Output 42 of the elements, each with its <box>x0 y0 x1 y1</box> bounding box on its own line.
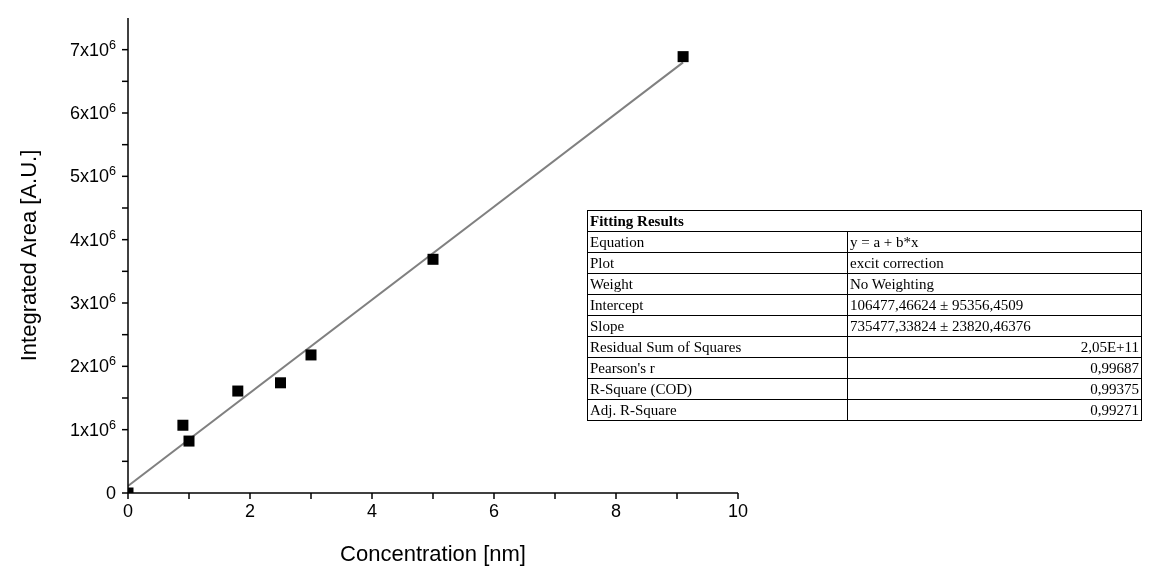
x-tick-label: 4 <box>366 501 378 521</box>
annotation: Pearson's r <box>587 357 848 379</box>
x-tick-label: 8 <box>610 501 622 521</box>
annotation: Equation <box>587 231 848 253</box>
annotation: Residual Sum of Squares <box>587 336 848 358</box>
y-axis-title: Integrated Area [A.U.] <box>15 149 41 362</box>
annotation: Weight <box>587 273 848 295</box>
x-axis-title: Concentration [nm] <box>340 541 526 566</box>
point <box>275 377 286 389</box>
point <box>183 435 195 447</box>
text: 0,99687 <box>1090 360 1139 376</box>
annotation: Plot <box>587 252 848 274</box>
y-tick-label: 4x10$^{6}$ <box>69 227 116 250</box>
point <box>177 419 189 431</box>
text: 0,99271 <box>1090 402 1139 418</box>
text: excit correction <box>850 255 944 271</box>
x-tick-label: 0 <box>122 501 134 521</box>
annotation: Adj. R-Square <box>587 399 848 421</box>
point <box>305 349 317 361</box>
text: 106477,46624 ± 95356,4509 <box>850 297 1024 313</box>
y-tick-label: 3x10$^{6}$ <box>69 291 116 313</box>
text: 0,99375 <box>1090 381 1139 397</box>
annotation: R-Square (COD) <box>587 378 848 400</box>
annotation: Slope <box>587 315 848 337</box>
point <box>427 253 439 265</box>
y-tick-label: 1x10$^{6}$ <box>69 417 116 440</box>
text: 2,05E+11 <box>1080 339 1139 355</box>
text: y = a + b*x <box>850 234 919 250</box>
x-tick-label: 6 <box>488 501 500 521</box>
y-tick-label: 7x10$^{6}$ <box>69 37 116 60</box>
point <box>677 51 689 63</box>
text: No Weighting <box>850 276 934 292</box>
x-tick-label: 10 <box>727 501 749 521</box>
annotation: Intercept <box>587 294 848 316</box>
y-tick-label: 6x10$^{6}$ <box>69 101 116 123</box>
point <box>232 385 244 397</box>
y-tick-label: 2x10$^{6}$ <box>69 354 116 377</box>
annotation: Fitting Results <box>587 210 1142 232</box>
y-tick-label: 0 <box>105 483 116 503</box>
y-tick-label: 5x10$^{6}$ <box>69 164 116 187</box>
text: 735477,33824 ± 23820,46376 <box>850 318 1031 334</box>
x-tick-label: 2 <box>244 501 256 521</box>
